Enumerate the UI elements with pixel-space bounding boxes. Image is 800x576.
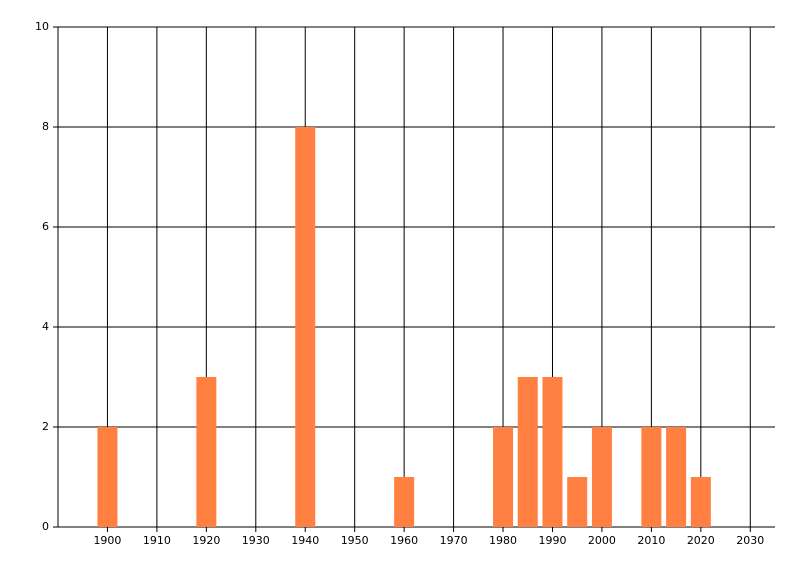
bar — [591, 427, 612, 527]
x-tick-label: 1960 — [390, 534, 418, 547]
x-tick-label: 2010 — [637, 534, 665, 547]
bar — [97, 427, 118, 527]
bar — [394, 477, 415, 527]
y-tick-label: 6 — [42, 220, 49, 233]
x-tick-label: 1990 — [538, 534, 566, 547]
y-tick-label: 2 — [42, 420, 49, 433]
x-tick-label: 1900 — [93, 534, 121, 547]
bar — [295, 127, 316, 527]
y-tick-label: 8 — [42, 120, 49, 133]
x-tick-label: 1920 — [192, 534, 220, 547]
bar — [567, 477, 588, 527]
bar — [666, 427, 687, 527]
x-tick-label: 2030 — [736, 534, 764, 547]
y-tick-label: 10 — [35, 20, 49, 33]
bar — [542, 377, 563, 527]
bar — [641, 427, 662, 527]
x-tick-label: 1940 — [291, 534, 319, 547]
bar — [517, 377, 538, 527]
x-tick-label: 1950 — [341, 534, 369, 547]
bar — [690, 477, 711, 527]
y-tick-label: 4 — [42, 320, 49, 333]
x-tick-label: 1980 — [489, 534, 517, 547]
x-tick-label: 2000 — [588, 534, 616, 547]
x-tick-label: 1930 — [242, 534, 270, 547]
bar — [493, 427, 514, 527]
x-tick-label: 2020 — [687, 534, 715, 547]
x-tick-label: 1910 — [143, 534, 171, 547]
y-tick-label: 0 — [42, 520, 49, 533]
x-tick-label: 1970 — [440, 534, 468, 547]
bar — [196, 377, 217, 527]
